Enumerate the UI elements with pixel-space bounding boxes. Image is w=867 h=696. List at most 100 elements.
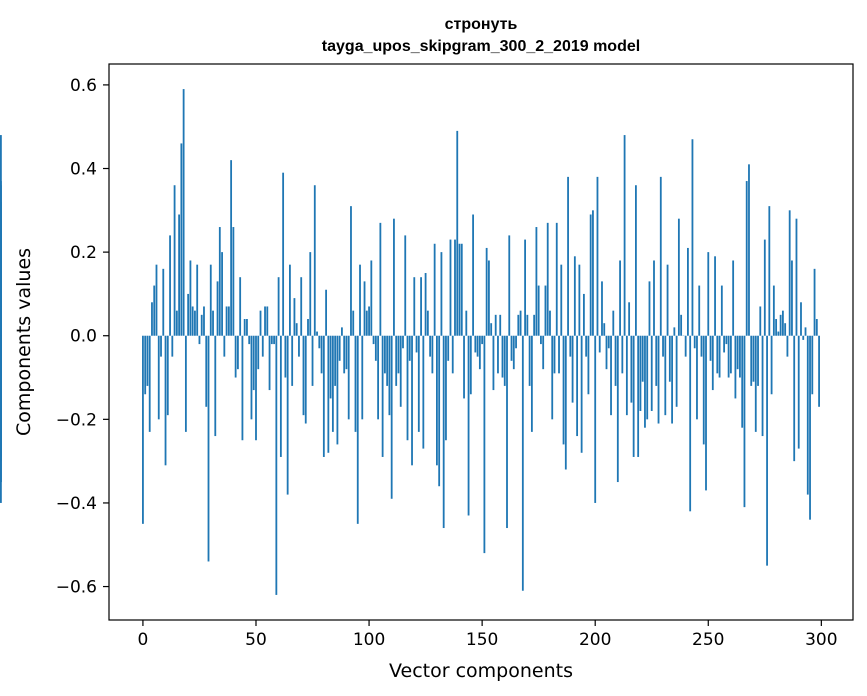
- bar: [422, 335, 425, 449]
- bar: [402, 335, 404, 349]
- bar: [433, 243, 436, 336]
- bar: [255, 335, 257, 441]
- bar: [752, 335, 755, 382]
- bar: [646, 335, 649, 420]
- bar: [499, 314, 502, 336]
- bar: [261, 335, 264, 357]
- bar: [533, 314, 536, 336]
- bar: [515, 335, 517, 349]
- bar: [612, 310, 615, 336]
- x-tick-label: 250: [692, 630, 724, 650]
- bar: [187, 293, 190, 336]
- x-axis-ticks: 0 50 100 150 200 250 300: [138, 620, 838, 650]
- bar: [142, 335, 144, 524]
- bar: [438, 335, 441, 487]
- bar: [517, 314, 520, 336]
- bar: [180, 143, 183, 336]
- bar: [318, 335, 321, 349]
- bar: [275, 335, 278, 595]
- bar: [241, 335, 244, 441]
- y-tick-label: 0.6: [70, 76, 97, 96]
- bar: [610, 335, 612, 416]
- bar: [748, 164, 750, 336]
- bar: [291, 335, 294, 386]
- bar: [160, 335, 162, 357]
- bar: [408, 335, 411, 361]
- bar: [791, 260, 793, 336]
- bar: [562, 335, 565, 445]
- bar: [648, 281, 651, 336]
- bar: [741, 335, 744, 428]
- bar: [345, 335, 348, 370]
- x-tick-label: 50: [245, 630, 267, 650]
- bar: [320, 335, 323, 374]
- bar: [580, 335, 583, 453]
- bar: [293, 298, 296, 336]
- bar: [745, 181, 748, 336]
- bar: [582, 293, 585, 336]
- bar: [786, 335, 789, 357]
- bar: [277, 277, 280, 336]
- bar: [420, 277, 422, 336]
- bar: [395, 335, 398, 386]
- bar: [205, 335, 208, 407]
- bar: [662, 335, 664, 357]
- bar: [268, 335, 271, 391]
- bar: [481, 335, 484, 345]
- bar: [553, 335, 556, 374]
- bar: [284, 335, 287, 378]
- bar: [488, 260, 490, 336]
- bar: [804, 327, 807, 336]
- bar: [573, 256, 576, 336]
- bar: [775, 319, 778, 336]
- bar: [191, 306, 194, 336]
- y-tick-label: −0.6: [56, 578, 97, 598]
- bar: [621, 335, 624, 374]
- bar: [146, 335, 149, 386]
- bar: [589, 214, 592, 336]
- bar: [806, 335, 809, 495]
- bar: [603, 323, 606, 336]
- bar: [650, 335, 653, 411]
- bar: [368, 306, 370, 336]
- bar: [680, 314, 683, 336]
- bar: [702, 335, 705, 445]
- bar: [467, 335, 470, 516]
- bar: [397, 335, 400, 374]
- bar: [528, 335, 531, 386]
- bar: [424, 273, 427, 336]
- bar: [641, 335, 644, 382]
- bar: [325, 289, 327, 336]
- bar: [707, 252, 710, 336]
- bar: [302, 335, 305, 416]
- bar: [716, 335, 719, 374]
- bar: [619, 260, 621, 336]
- bar: [300, 277, 303, 336]
- bar: [370, 260, 373, 336]
- bar: [153, 285, 156, 336]
- bar: [178, 214, 181, 336]
- x-tick-label: 300: [805, 630, 837, 650]
- bar: [540, 335, 542, 345]
- bar: [313, 185, 316, 336]
- bar: [399, 335, 402, 407]
- bar: [232, 227, 235, 336]
- bar: [632, 335, 635, 457]
- bar: [218, 227, 221, 336]
- bar: [729, 335, 732, 374]
- bar: [768, 206, 771, 336]
- bar: [564, 335, 567, 470]
- bar: [381, 335, 384, 457]
- bar: [781, 310, 784, 336]
- bar: [334, 335, 337, 386]
- bar: [696, 335, 698, 420]
- y-tick-label: 0.2: [70, 243, 97, 263]
- bar: [157, 335, 160, 420]
- bar: [184, 335, 187, 432]
- bar: [372, 335, 375, 345]
- bar: [596, 176, 599, 336]
- bar: [705, 335, 707, 491]
- bar: [718, 335, 721, 378]
- bar: [404, 235, 407, 336]
- bar: [732, 260, 735, 336]
